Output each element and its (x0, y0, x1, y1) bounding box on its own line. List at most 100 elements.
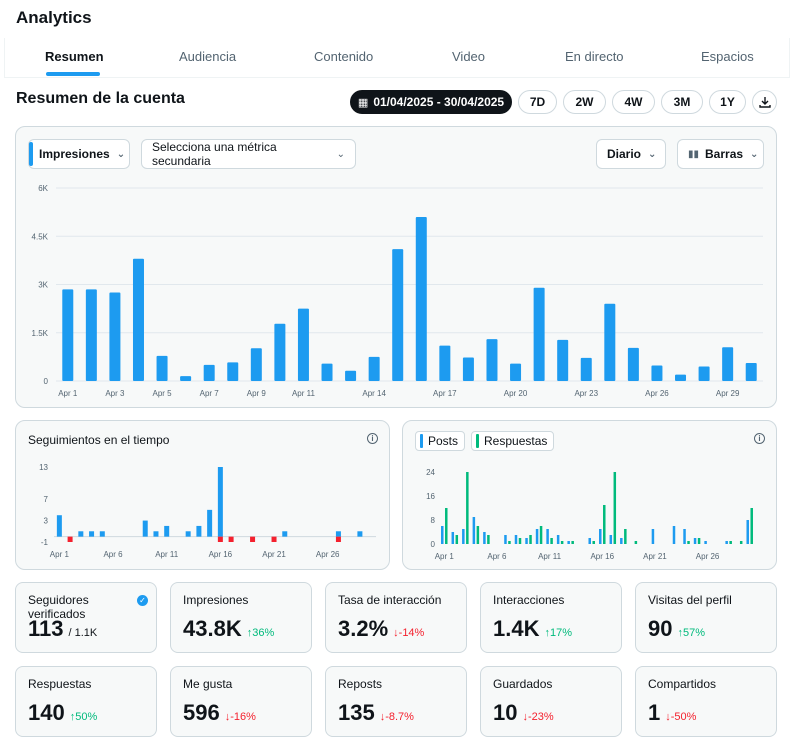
x-tick-label: Apr 1 (50, 550, 70, 559)
stat-visitas-perfil[interactable]: Visitas del perfil 90 ↑57% (635, 582, 777, 653)
stat-change: ↑57% (677, 627, 706, 639)
impressions-bar (486, 339, 498, 381)
posts-bar (599, 529, 602, 544)
respuestas-bar (476, 526, 480, 544)
posts-bar (504, 535, 507, 544)
impressions-bar (345, 370, 357, 381)
x-tick-label: Apr 11 (155, 550, 179, 559)
secondary-metric-dropdown[interactable]: Selecciona una métrica secundaria ⌄ (141, 139, 356, 169)
stat-label: Visitas del perfil (648, 593, 732, 607)
stat-me-gusta[interactable]: Me gusta 596 ↓-16% (170, 666, 312, 737)
x-tick-label: Apr 3 (105, 389, 125, 398)
posts-bar (451, 532, 455, 544)
x-tick-label: Apr 5 (152, 389, 172, 398)
new-followers-bar (164, 525, 170, 537)
respuestas-bar (508, 541, 511, 544)
primary-metric-dropdown[interactable]: Impresiones ⌄ (28, 139, 130, 169)
impressions-bar (627, 347, 639, 381)
new-followers-bar (335, 531, 341, 537)
x-tick-label: Apr 16 (590, 552, 614, 561)
impressions-bar (651, 365, 663, 381)
stat-value: 596 (183, 700, 220, 725)
stat-reposts[interactable]: Reposts 135 ↓-8.7% (325, 666, 467, 737)
impressions-bar (297, 308, 309, 381)
respuestas-bar (529, 535, 532, 544)
stat-label: Me gusta (183, 677, 233, 691)
info-icon[interactable]: i (367, 433, 378, 444)
respuestas-bar (466, 472, 469, 544)
stat-label: Tasa de interacción (338, 593, 442, 607)
posts-bar (514, 535, 518, 544)
active-tab-indicator (46, 72, 100, 76)
unfollows-bar (271, 536, 277, 542)
stat-interacciones[interactable]: Interacciones 1.4K ↑17% (480, 582, 622, 653)
secondary-metric-label: Selecciona una métrica secundaria (152, 140, 277, 168)
stat-impresiones[interactable]: Impresiones 43.8K ↑36% (170, 582, 312, 653)
stat-value: 1 (648, 700, 661, 725)
tab-audiencia[interactable]: Audiencia (179, 49, 237, 64)
y-tick-label: 24 (426, 468, 435, 477)
date-range-button[interactable]: ▦ 01/04/2025 - 30/04/2025 (350, 90, 512, 114)
y-tick-label: -1 (41, 538, 49, 547)
respuestas-bar (487, 535, 490, 544)
download-button[interactable] (752, 90, 777, 114)
stat-value: 10 (493, 700, 518, 725)
y-tick-label: 6K (38, 184, 48, 193)
chart-type-dropdown[interactable]: ▮▮ Barras ⌄ (677, 139, 764, 169)
chevron-down-icon: ⌄ (336, 148, 345, 160)
new-followers-bar (78, 531, 84, 537)
x-tick-label: Apr 1 (435, 552, 455, 561)
new-followers-bar (89, 531, 95, 537)
new-followers-bar (142, 520, 148, 537)
legend-posts[interactable]: Posts (415, 431, 466, 451)
stat-respuestas[interactable]: Respuestas 140 ↑50% (15, 666, 157, 737)
download-icon (758, 97, 771, 108)
posts-bar (620, 538, 623, 544)
stat-seguidores-verificados[interactable]: Seguidores verificados ✓ 113 / 1.1K (15, 582, 157, 653)
y-tick-label: 3 (44, 517, 49, 526)
primary-metric-label: Impresiones (39, 147, 110, 161)
x-tick-label: Apr 21 (643, 552, 667, 561)
range-4w-button[interactable]: 4W (612, 90, 655, 114)
range-1y-button[interactable]: 1Y (709, 90, 746, 114)
posts-swatch (420, 434, 423, 448)
tab-contenido[interactable]: Contenido (314, 49, 374, 64)
interval-dropdown[interactable]: Diario ⌄ (596, 139, 666, 169)
legend-respuestas[interactable]: Respuestas (471, 431, 555, 451)
stat-change: ↓-14% (393, 627, 425, 639)
tab-bar: Resumen Audiencia Contenido Video En dir… (4, 38, 790, 78)
stat-guardados[interactable]: Guardados 10 ↓-23% (480, 666, 622, 737)
impressions-bar (62, 289, 74, 381)
tab-en-directo[interactable]: En directo (565, 49, 624, 64)
info-icon[interactable]: i (754, 433, 765, 444)
tab-espacios[interactable]: Espacios (701, 49, 754, 64)
x-tick-label: Apr 20 (504, 389, 528, 398)
tab-resumen[interactable]: Resumen (45, 49, 104, 64)
impressions-chart-card: Impresiones ⌄ Selecciona una métrica sec… (15, 126, 777, 408)
respuestas-bar (603, 505, 606, 544)
stat-value: 90 (648, 616, 673, 641)
impressions-bar (510, 363, 522, 381)
posts-bar (588, 538, 591, 544)
range-2w-button[interactable]: 2W (563, 90, 606, 114)
x-tick-label: Apr 9 (247, 389, 267, 398)
respuestas-bar (560, 541, 564, 544)
new-followers-bar (207, 509, 213, 537)
stat-tasa-interaccion[interactable]: Tasa de interacción 3.2% ↓-14% (325, 582, 467, 653)
respuestas-bar (750, 508, 753, 544)
posts-bar (556, 535, 560, 544)
range-7d-button[interactable]: 7D (518, 90, 557, 114)
stat-compartidos[interactable]: Compartidos 1 ↓-50% (635, 666, 777, 737)
impressions-bar (368, 356, 380, 381)
range-3m-button[interactable]: 3M (661, 90, 703, 114)
x-tick-label: Apr 6 (103, 550, 123, 559)
respuestas-bar (571, 541, 574, 544)
x-tick-label: Apr 6 (487, 552, 507, 561)
legend-posts-label: Posts (428, 434, 459, 448)
unfollows-bar (250, 536, 256, 542)
respuestas-swatch (476, 434, 479, 448)
tab-video[interactable]: Video (452, 49, 486, 64)
impressions-bar (85, 289, 97, 381)
new-followers-bar (185, 531, 191, 537)
stat-value: 140 (28, 700, 65, 725)
